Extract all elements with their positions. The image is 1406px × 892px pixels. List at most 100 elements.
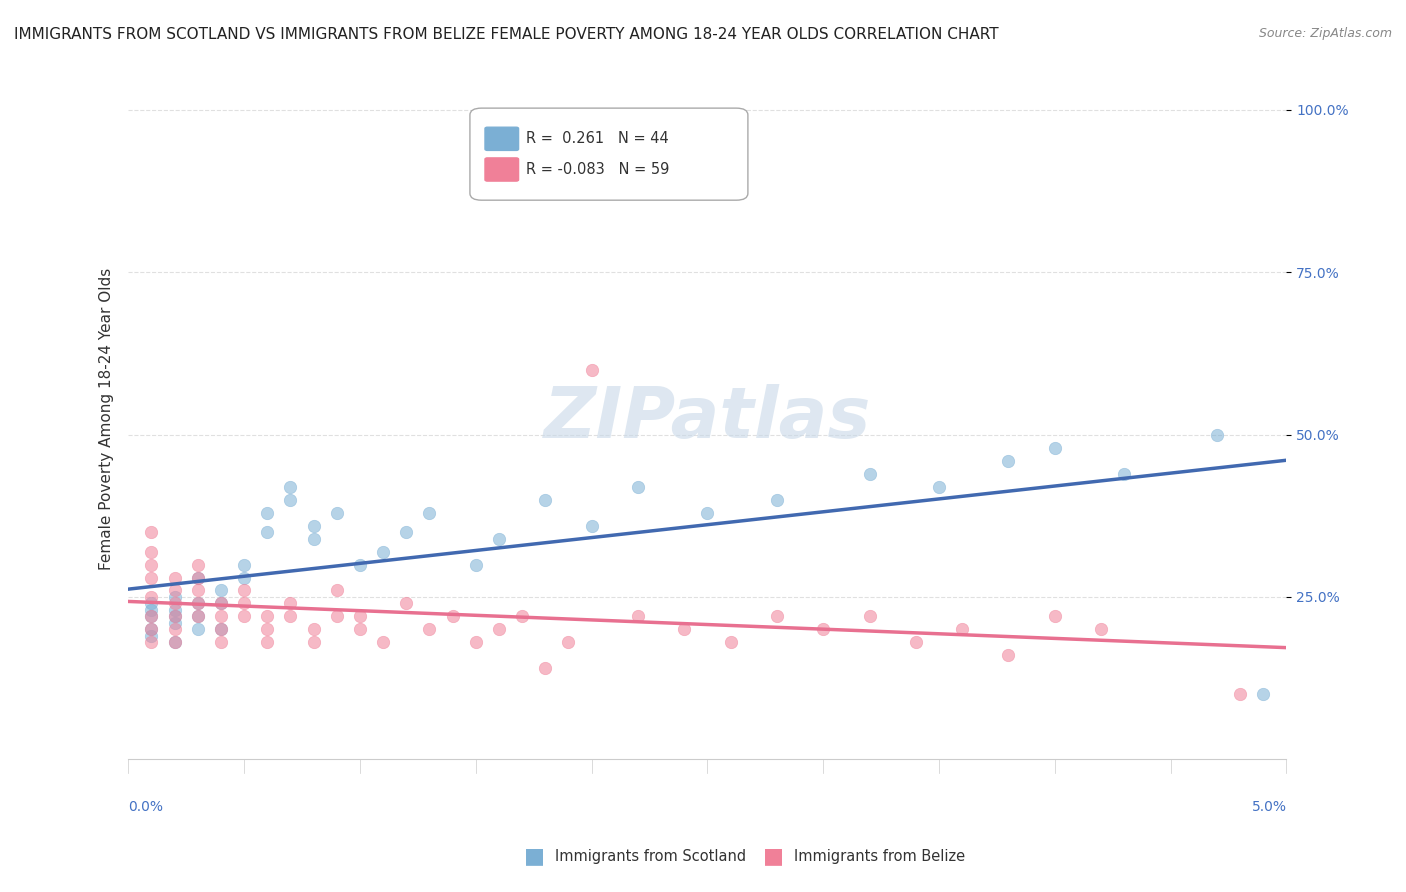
Point <box>209 623 232 637</box>
Text: 0.0%: 0.0% <box>128 800 163 814</box>
Point <box>581 362 603 376</box>
Point <box>141 623 163 637</box>
Point <box>488 623 510 637</box>
Point <box>696 506 718 520</box>
Text: IMMIGRANTS FROM SCOTLAND VS IMMIGRANTS FROM BELIZE FEMALE POVERTY AMONG 18-24 YE: IMMIGRANTS FROM SCOTLAND VS IMMIGRANTS F… <box>14 27 998 42</box>
Point <box>209 597 232 611</box>
Point <box>325 609 347 624</box>
Point <box>280 609 302 624</box>
Point <box>371 544 394 558</box>
Y-axis label: Female Poverty Among 18-24 Year Olds: Female Poverty Among 18-24 Year Olds <box>100 268 114 569</box>
Point <box>302 623 325 637</box>
Point <box>464 635 486 649</box>
Text: ■: ■ <box>763 847 783 866</box>
Point <box>1253 687 1275 701</box>
Point <box>997 648 1019 663</box>
Point <box>163 635 186 649</box>
Point <box>256 609 278 624</box>
Point <box>510 609 533 624</box>
Point <box>627 479 650 493</box>
Point <box>928 479 950 493</box>
Point <box>302 518 325 533</box>
Text: ZIPatlas: ZIPatlas <box>544 384 872 453</box>
Point <box>581 518 603 533</box>
Point <box>673 623 696 637</box>
Point <box>163 609 186 624</box>
Point <box>371 635 394 649</box>
Point <box>858 609 880 624</box>
Point <box>302 532 325 546</box>
Point <box>233 609 256 624</box>
Point <box>187 583 209 598</box>
Point <box>1090 623 1112 637</box>
Point <box>464 558 486 572</box>
Point <box>141 558 163 572</box>
Point <box>325 506 347 520</box>
Point <box>187 597 209 611</box>
Point <box>720 635 742 649</box>
Point <box>280 597 302 611</box>
Point <box>141 590 163 604</box>
Point <box>163 583 186 598</box>
Point <box>950 623 973 637</box>
Point <box>141 609 163 624</box>
Text: Immigrants from Scotland: Immigrants from Scotland <box>555 849 747 863</box>
Point <box>209 597 232 611</box>
Text: R =  0.261   N = 44: R = 0.261 N = 44 <box>526 131 668 146</box>
Point <box>233 597 256 611</box>
Point <box>163 615 186 630</box>
Point <box>141 570 163 584</box>
Point <box>187 570 209 584</box>
Point <box>858 467 880 481</box>
Point <box>627 609 650 624</box>
Point <box>141 597 163 611</box>
Point <box>488 532 510 546</box>
Point <box>187 558 209 572</box>
Point <box>811 623 834 637</box>
Point <box>1114 467 1136 481</box>
Point <box>534 492 557 507</box>
Point <box>187 570 209 584</box>
Point <box>557 635 579 649</box>
Point <box>280 479 302 493</box>
Point <box>904 635 927 649</box>
Text: ■: ■ <box>524 847 544 866</box>
Point <box>163 597 186 611</box>
Point <box>209 623 232 637</box>
Text: 5.0%: 5.0% <box>1251 800 1286 814</box>
Point <box>163 623 186 637</box>
Point <box>395 524 418 539</box>
Text: R = -0.083   N = 59: R = -0.083 N = 59 <box>526 162 669 177</box>
Point <box>280 492 302 507</box>
Point <box>256 506 278 520</box>
Point <box>187 609 209 624</box>
Point <box>163 603 186 617</box>
Point <box>141 544 163 558</box>
Point <box>209 609 232 624</box>
Point <box>187 609 209 624</box>
Point <box>534 661 557 675</box>
Point <box>395 597 418 611</box>
Point <box>141 629 163 643</box>
Point <box>766 609 789 624</box>
Point <box>256 635 278 649</box>
Point <box>766 492 789 507</box>
Point <box>233 570 256 584</box>
Point <box>325 583 347 598</box>
FancyBboxPatch shape <box>485 158 519 181</box>
Point <box>997 453 1019 467</box>
Point <box>349 623 371 637</box>
Point <box>141 623 163 637</box>
Point <box>141 609 163 624</box>
Point <box>209 635 232 649</box>
Point <box>349 558 371 572</box>
Point <box>256 623 278 637</box>
Point <box>1043 609 1066 624</box>
Point <box>1229 687 1251 701</box>
Point <box>163 635 186 649</box>
Point <box>141 603 163 617</box>
Point <box>1043 441 1066 455</box>
Point <box>349 609 371 624</box>
Text: Source: ZipAtlas.com: Source: ZipAtlas.com <box>1258 27 1392 40</box>
Point <box>209 583 232 598</box>
